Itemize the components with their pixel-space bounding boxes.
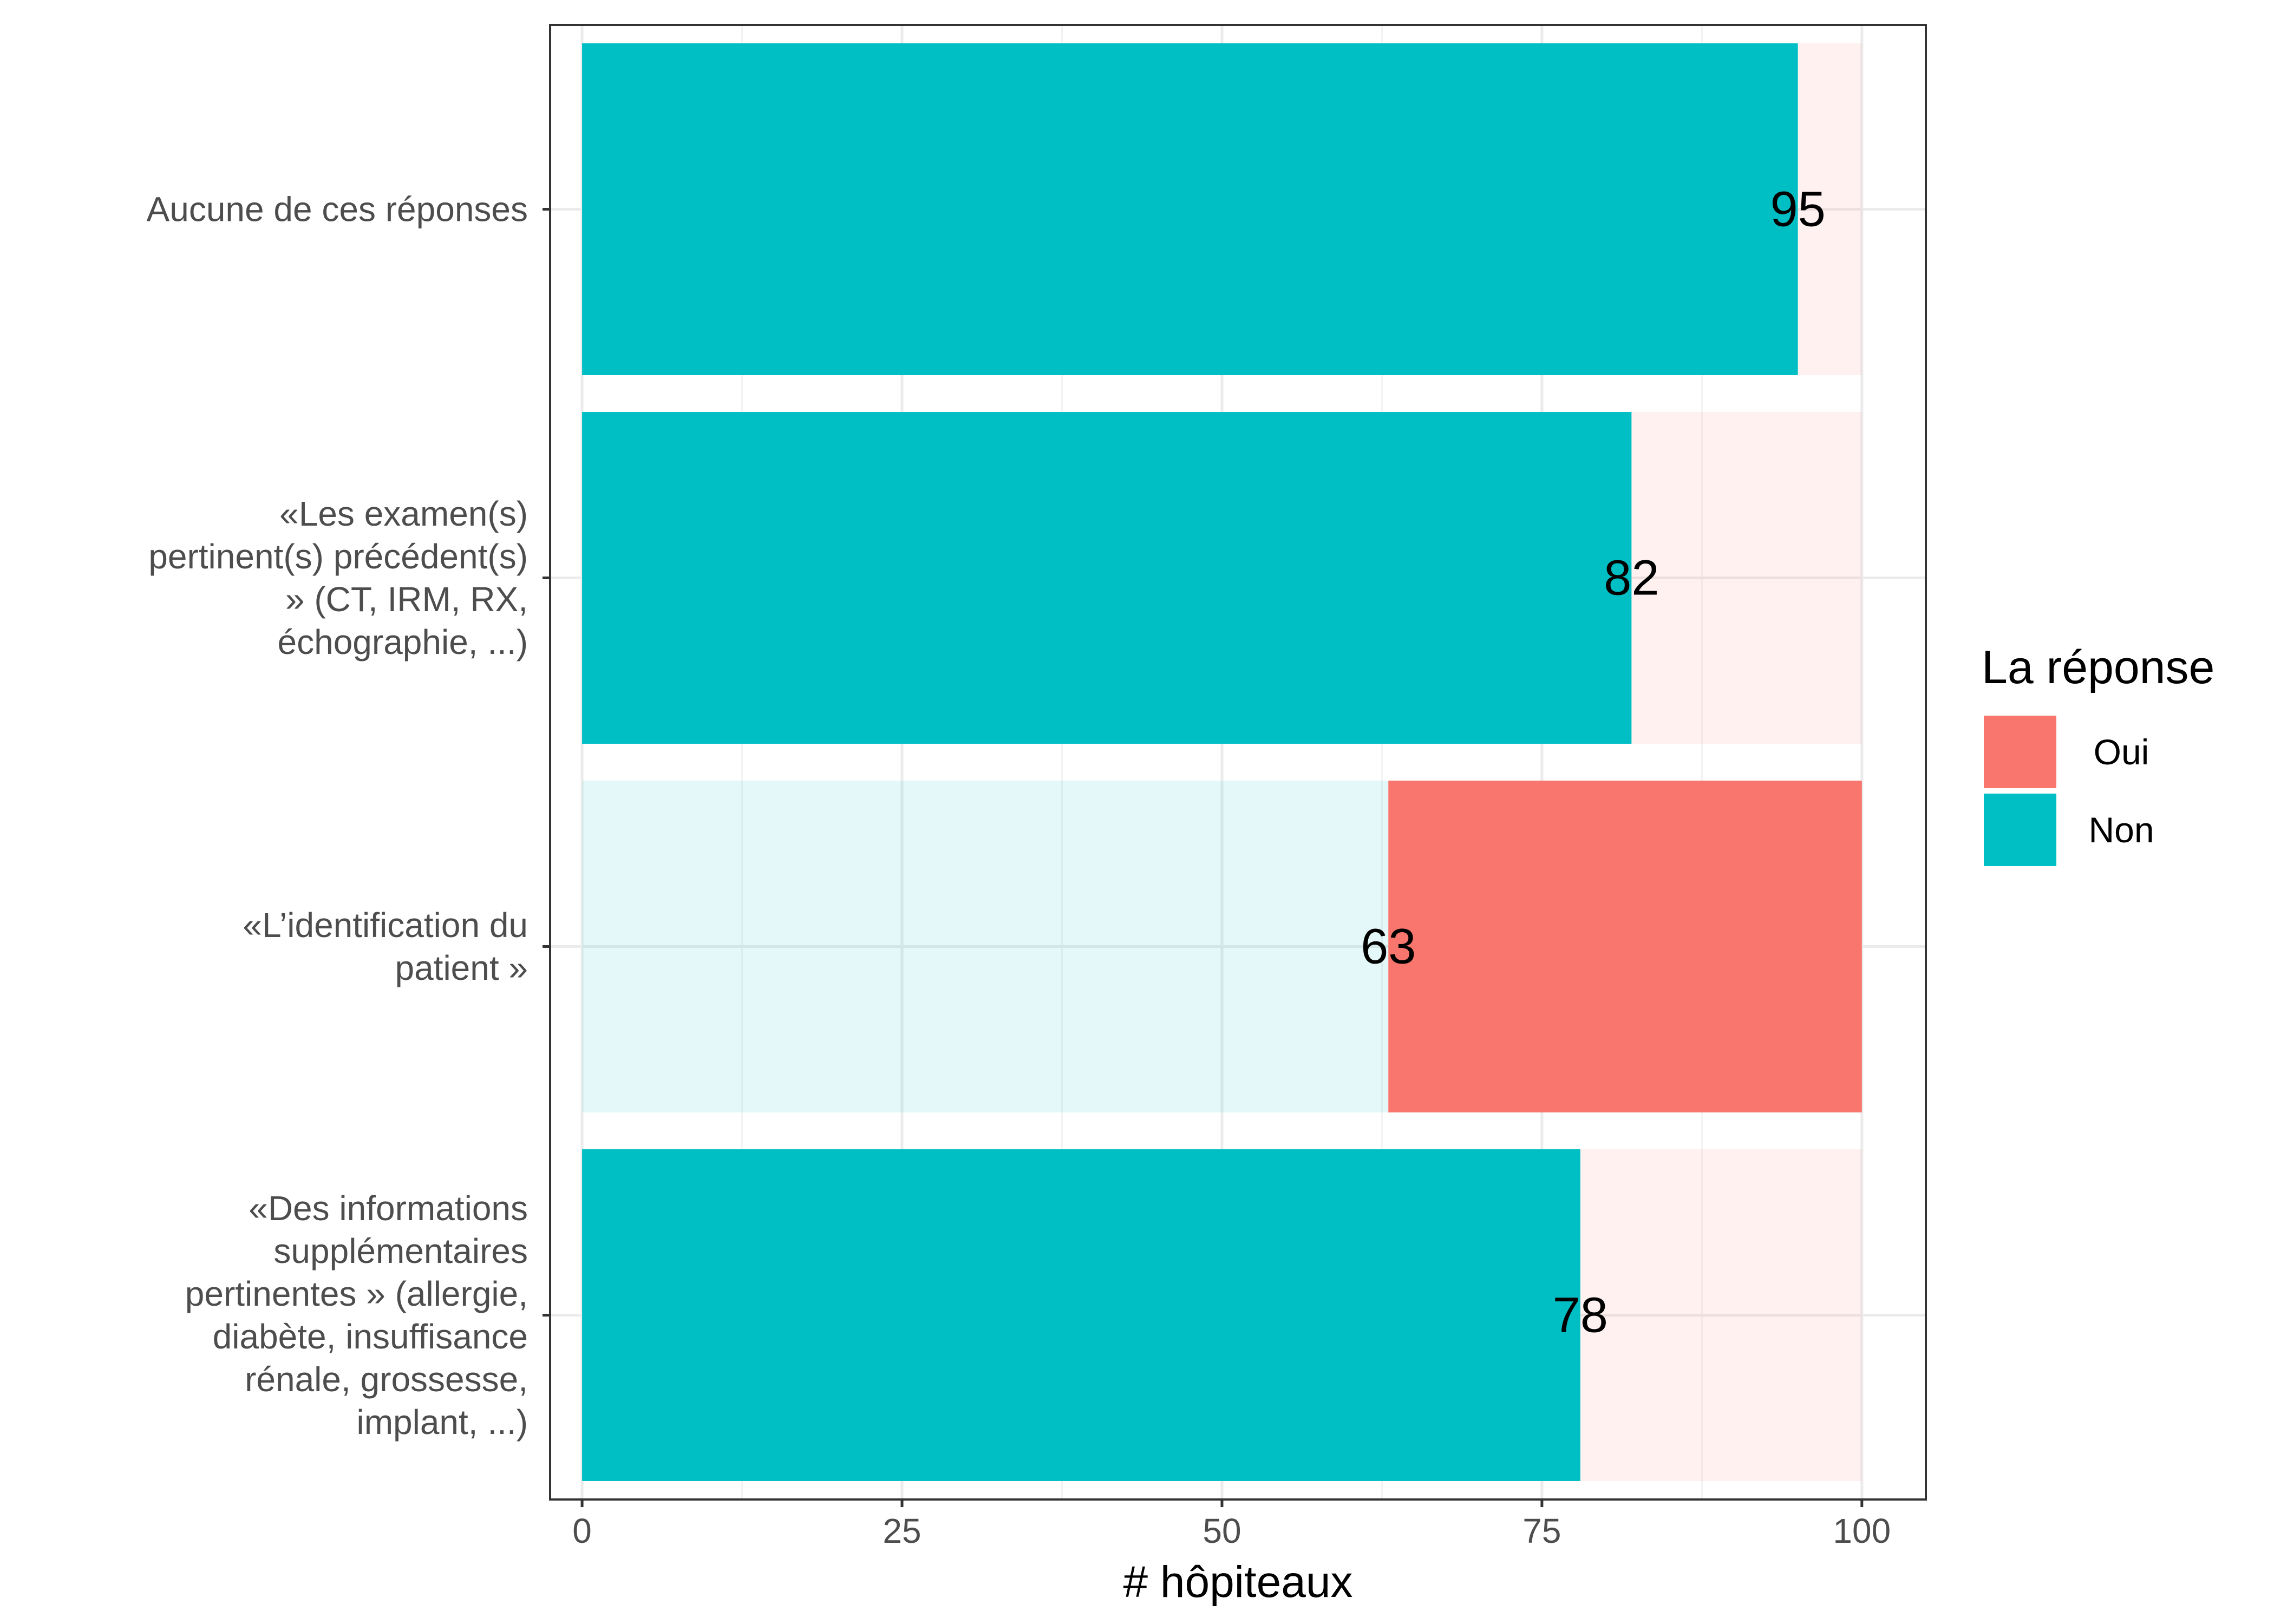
legend-label-oui: Oui [2094, 732, 2149, 772]
legend-key-non [1984, 794, 2056, 866]
x-axis-tick-label: 50 [1203, 1511, 1241, 1550]
bar-data-label: 95 [1770, 182, 1825, 237]
bars [582, 43, 1862, 1481]
y-axis: Aucune de ces réponses «Les examen(s) pert… [147, 190, 550, 1442]
legend-title: La réponse [1982, 641, 2214, 693]
bar-oui [1388, 781, 1862, 1112]
y-axis-category-label: «Des informations supplémentaires pertinen… [185, 1189, 528, 1442]
bar-non [582, 781, 1389, 1112]
y-axis-category-label: Aucune de ces réponses [147, 190, 528, 229]
legend-key-oui [1984, 716, 2056, 788]
bar-oui [1798, 43, 1862, 375]
legend-label-non: Non [2088, 810, 2154, 850]
data-labels: 95 82 63 78 [1361, 182, 1826, 1343]
bar-oui [1580, 1149, 1862, 1481]
bar-data-label: 78 [1553, 1288, 1608, 1343]
bar-data-label: 82 [1604, 551, 1659, 606]
x-axis-title: # hôpiteaux [1123, 1557, 1352, 1607]
bar-non [582, 412, 1632, 744]
x-axis-tick-label: 25 [883, 1511, 921, 1550]
bar-data-label: 63 [1361, 919, 1416, 974]
x-axis: 0 25 50 75 100 [572, 1499, 1891, 1550]
y-axis-category-label: «L’identification du patient » [243, 906, 528, 987]
bar-non [582, 43, 1798, 375]
x-axis-tick-label: 75 [1522, 1511, 1561, 1550]
bar-oui [1631, 412, 1862, 744]
legend: La réponse Oui Non [1982, 641, 2214, 866]
y-axis-category-label: «Les examen(s) pertinent(s) précédent(s)»… [148, 494, 528, 662]
x-axis-tick-label: 100 [1833, 1511, 1891, 1550]
x-axis-tick-label: 0 [572, 1511, 592, 1550]
panel-border [549, 24, 1927, 1501]
bar-non [582, 1149, 1580, 1481]
